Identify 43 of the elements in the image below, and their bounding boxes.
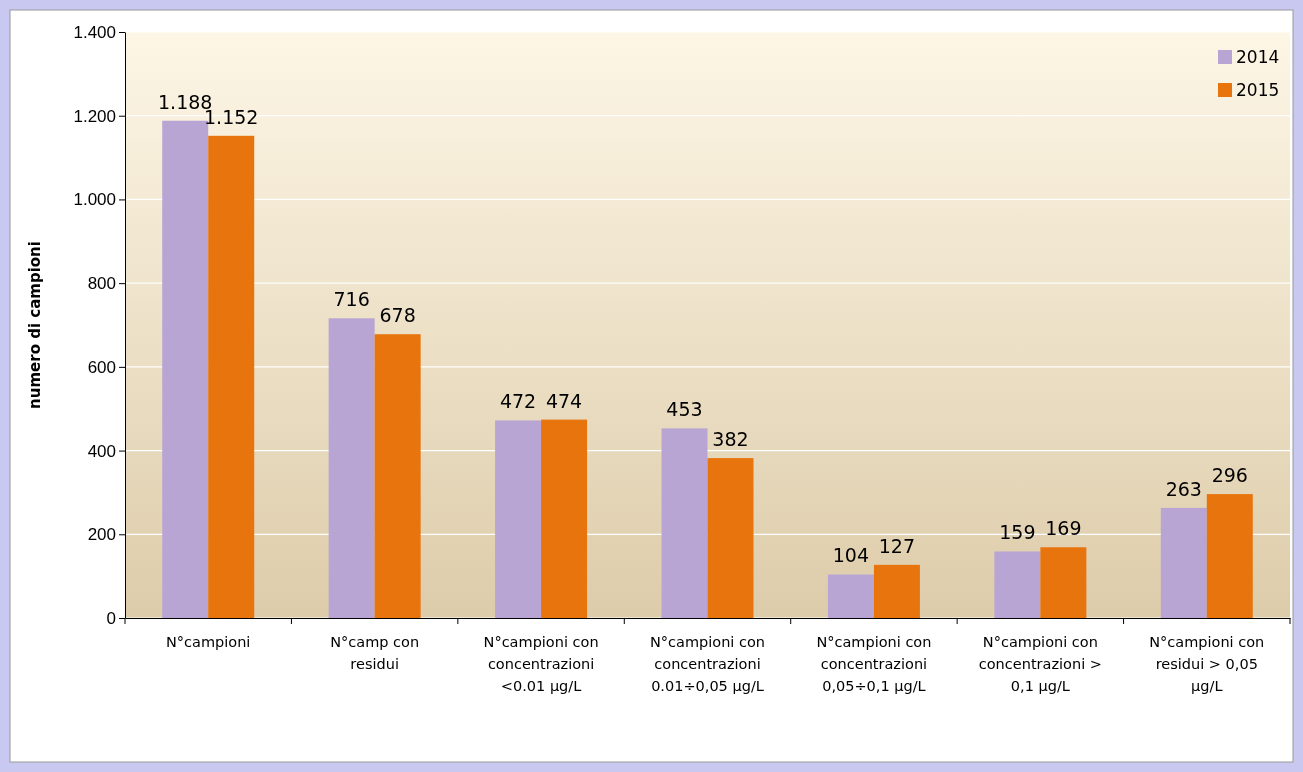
y-tick-label: 1.400 — [73, 22, 116, 42]
data-label: 169 — [1045, 517, 1082, 540]
bar — [661, 428, 708, 618]
bar — [541, 419, 588, 618]
data-label: 716 — [333, 288, 370, 311]
data-label: 678 — [379, 304, 416, 327]
y-tick-label: 200 — [87, 525, 116, 545]
bar — [1040, 547, 1087, 618]
y-tick-label: 0 — [106, 608, 116, 628]
x-tick-label: N°campioni con concentrazioni 0.01÷0,05 µg/L — [649, 634, 766, 694]
x-tick-label: N°campioni — [166, 634, 251, 650]
y-tick-label: 400 — [87, 441, 116, 461]
data-label: 453 — [666, 398, 703, 421]
data-label: 382 — [712, 428, 749, 451]
bar — [208, 135, 255, 618]
y-axis-title: numero di campioni — [26, 241, 44, 409]
y-tick-label: 600 — [87, 357, 116, 377]
bar — [1206, 494, 1253, 618]
legend-label: 2015 — [1236, 80, 1280, 100]
y-tick-label: 1.000 — [73, 190, 116, 210]
data-label: 127 — [878, 534, 916, 557]
legend-label: 2014 — [1236, 47, 1280, 67]
bar — [495, 420, 542, 618]
bar — [1160, 507, 1207, 618]
bar — [994, 551, 1041, 618]
y-tick-label: 1.200 — [73, 106, 116, 126]
bar — [873, 564, 920, 618]
bar — [374, 334, 421, 618]
y-tick-label: 800 — [87, 274, 116, 294]
x-tick-label: N°campioni con concentrazioni 0,05÷0,1 µg/L — [816, 634, 932, 694]
x-tick-label: N°camp con residui — [330, 634, 420, 672]
data-label: 472 — [499, 390, 537, 413]
x-tick-label: N°campioni con concentrazioni <0.01 µg/L — [483, 634, 599, 694]
data-label: 296 — [1211, 464, 1248, 487]
data-label: 159 — [999, 521, 1036, 544]
data-label: 104 — [832, 544, 870, 567]
bar — [827, 574, 874, 618]
x-tick-label: N°campioni con concentrazioni > 0,1 µg/L — [978, 634, 1102, 694]
bar — [328, 318, 375, 618]
x-tick-label: N°campioni con residui > 0,05 µg/L — [1149, 634, 1265, 694]
data-label: 474 — [545, 389, 583, 412]
data-label: 263 — [1165, 477, 1202, 500]
bar — [707, 458, 754, 618]
